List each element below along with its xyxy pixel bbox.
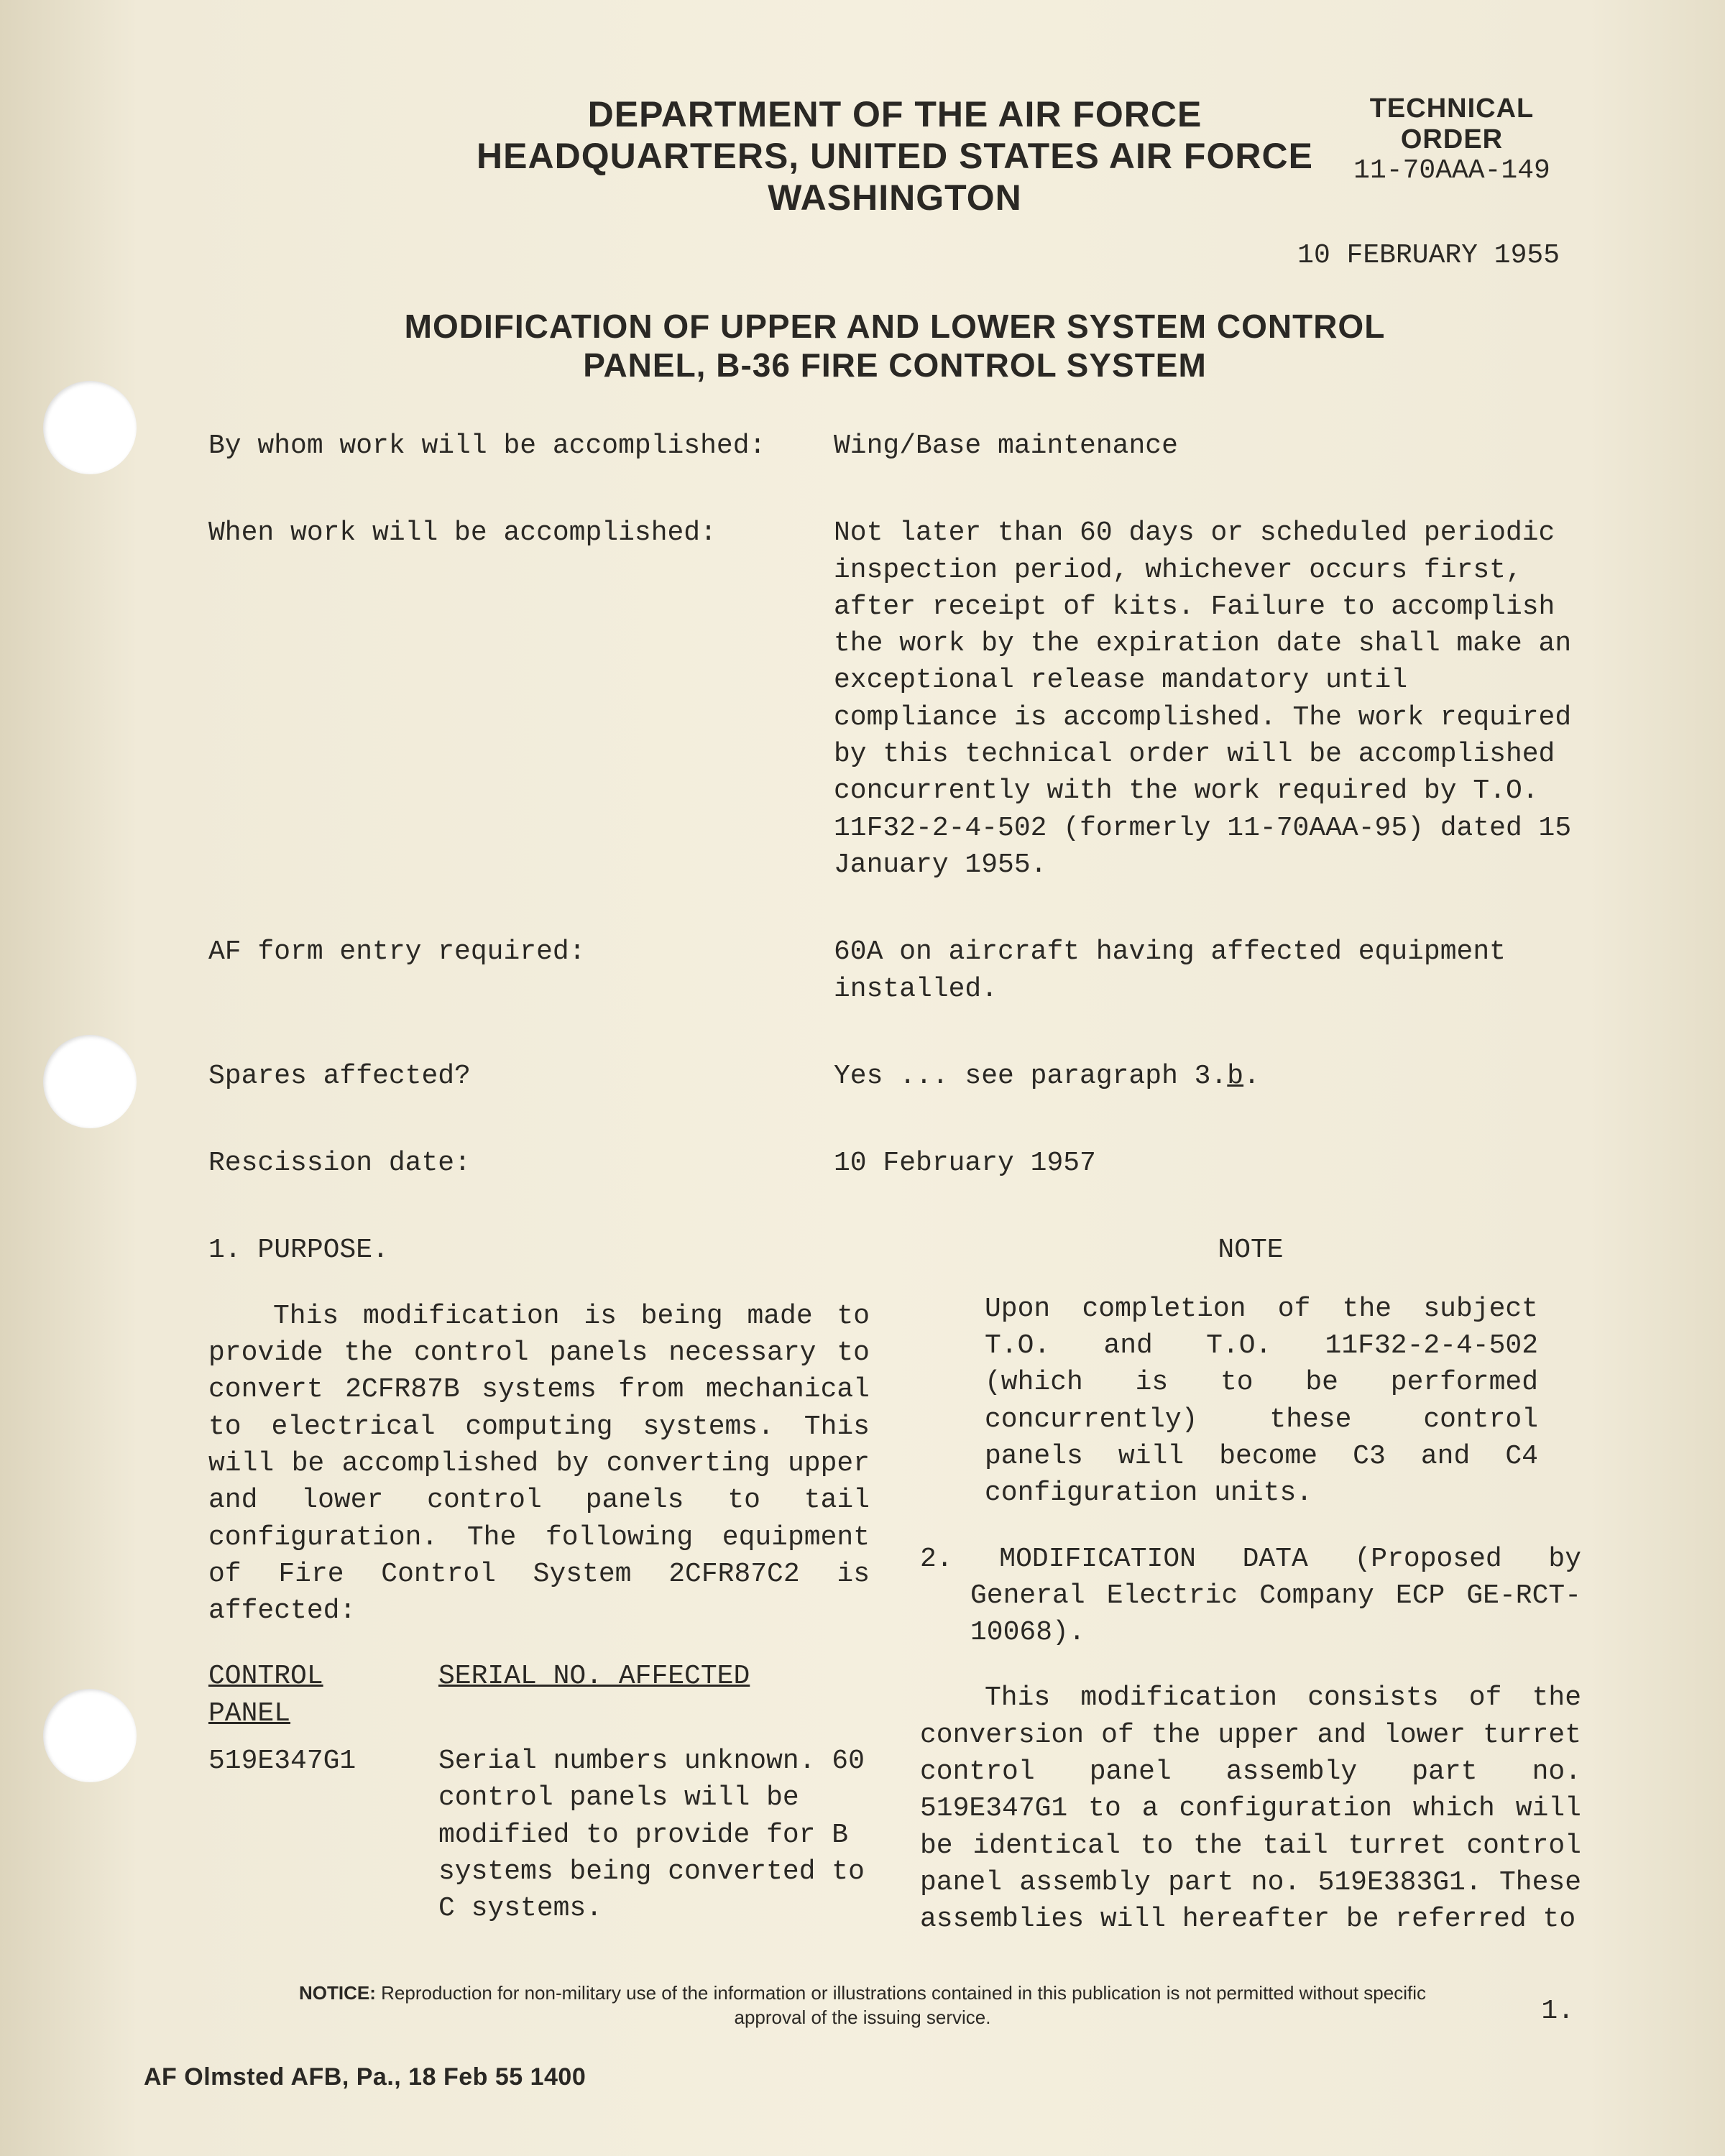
- table-c2: Serial numbers unknown. 60 control panel…: [438, 1743, 870, 1927]
- punch-hole: [43, 1035, 137, 1128]
- table-h2: SERIAL NO. AFFECTED: [438, 1658, 870, 1732]
- field-value: 10 February 1957: [834, 1145, 1581, 1181]
- mod-text: This modification consists of the conver…: [920, 1680, 1581, 1938]
- purpose-heading: 1. PURPOSE.: [208, 1232, 870, 1268]
- body-columns: 1. PURPOSE. This modification is being m…: [208, 1232, 1581, 1966]
- field-by-whom: By whom work will be accomplished: Wing/…: [208, 428, 1581, 464]
- purpose-text: This modification is being made to provi…: [208, 1298, 870, 1630]
- dept-line2: HEADQUARTERS, UNITED STATES AIR FORCE: [467, 135, 1322, 177]
- mod-heading: 2. MODIFICATION DATA (Proposed by Genera…: [920, 1541, 1581, 1651]
- left-column: 1. PURPOSE. This modification is being m…: [208, 1232, 870, 1966]
- field-value: 60A on aircraft having affected equipmen…: [834, 934, 1581, 1008]
- page-number: 1.: [1541, 1996, 1574, 2027]
- field-label: Spares affected?: [208, 1058, 834, 1095]
- spares-post: .: [1243, 1061, 1260, 1092]
- table-row: 519E347G1 Serial numbers unknown. 60 con…: [208, 1743, 870, 1927]
- field-value: Wing/Base maintenance: [834, 428, 1581, 464]
- document-page: DEPARTMENT OF THE AIR FORCE HEADQUARTERS…: [0, 0, 1725, 2156]
- document-title: MODIFICATION OF UPPER AND LOWER SYSTEM C…: [208, 307, 1581, 384]
- tech-order-number: 11-70AAA-149: [1322, 155, 1581, 186]
- field-label: Rescission date:: [208, 1145, 834, 1181]
- field-spares: Spares affected? Yes ... see paragraph 3…: [208, 1058, 1581, 1095]
- punch-hole: [43, 1689, 137, 1782]
- field-label: By whom work will be accomplished:: [208, 428, 834, 464]
- notice-block: NOTICE: Reproduction for non-military us…: [0, 1981, 1725, 2030]
- dept-line1: DEPARTMENT OF THE AIR FORCE: [467, 93, 1322, 135]
- note-label: NOTE: [920, 1232, 1581, 1268]
- title-line2: PANEL, B-36 FIRE CONTROL SYSTEM: [208, 346, 1581, 384]
- spares-pre: Yes ... see paragraph 3.: [834, 1061, 1227, 1092]
- field-value: Not later than 60 days or scheduled peri…: [834, 515, 1581, 883]
- field-label: AF form entry required:: [208, 934, 834, 1008]
- dept-line3: WASHINGTON: [467, 177, 1322, 218]
- field-af-form: AF form entry required: 60A on aircraft …: [208, 934, 1581, 1008]
- department-title: DEPARTMENT OF THE AIR FORCE HEADQUARTERS…: [467, 93, 1322, 218]
- field-label: When work will be accomplished:: [208, 515, 834, 883]
- footer-line: AF Olmsted AFB, Pa., 18 Feb 55 1400: [144, 2063, 586, 2091]
- punch-hole: [43, 381, 137, 474]
- notice-label: NOTICE:: [299, 1982, 376, 2004]
- header-block: DEPARTMENT OF THE AIR FORCE HEADQUARTERS…: [208, 93, 1581, 218]
- note-text: Upon completion of the subject T.O. and …: [920, 1291, 1581, 1512]
- table-c1: 519E347G1: [208, 1743, 410, 1927]
- field-value: Yes ... see paragraph 3.b.: [834, 1058, 1581, 1095]
- field-rescission: Rescission date: 10 February 1957: [208, 1145, 1581, 1181]
- title-line1: MODIFICATION OF UPPER AND LOWER SYSTEM C…: [208, 307, 1581, 346]
- technical-order-block: TECHNICAL ORDER 11-70AAA-149: [1322, 93, 1581, 186]
- date-line: 10 FEBRUARY 1955: [208, 240, 1581, 271]
- table-h1: CONTROL PANEL: [208, 1658, 410, 1732]
- right-column: NOTE Upon completion of the subject T.O.…: [920, 1232, 1581, 1966]
- spares-underline: b: [1227, 1061, 1243, 1092]
- tech-order-label: TECHNICAL ORDER: [1322, 93, 1581, 155]
- field-when: When work will be accomplished: Not late…: [208, 515, 1581, 883]
- notice-text: Reproduction for non-military use of the…: [376, 1982, 1426, 2028]
- table-header: CONTROL PANEL SERIAL NO. AFFECTED: [208, 1658, 870, 1732]
